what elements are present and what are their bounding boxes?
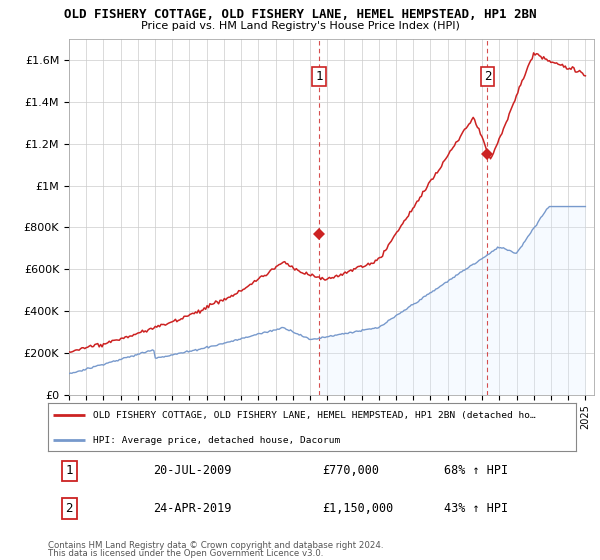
Text: OLD FISHERY COTTAGE, OLD FISHERY LANE, HEMEL HEMPSTEAD, HP1 2BN (detached ho…: OLD FISHERY COTTAGE, OLD FISHERY LANE, H… (93, 410, 536, 419)
Text: 1: 1 (316, 70, 323, 83)
Text: £770,000: £770,000 (323, 464, 380, 478)
Text: Price paid vs. HM Land Registry's House Price Index (HPI): Price paid vs. HM Land Registry's House … (140, 21, 460, 31)
Text: 68% ↑ HPI: 68% ↑ HPI (444, 464, 508, 478)
Text: 2: 2 (65, 502, 73, 515)
Text: 2: 2 (484, 70, 491, 83)
Text: OLD FISHERY COTTAGE, OLD FISHERY LANE, HEMEL HEMPSTEAD, HP1 2BN: OLD FISHERY COTTAGE, OLD FISHERY LANE, H… (64, 8, 536, 21)
Text: This data is licensed under the Open Government Licence v3.0.: This data is licensed under the Open Gov… (48, 549, 323, 558)
Text: £1,150,000: £1,150,000 (323, 502, 394, 515)
Text: 1: 1 (65, 464, 73, 478)
Text: 24-APR-2019: 24-APR-2019 (154, 502, 232, 515)
Text: 20-JUL-2009: 20-JUL-2009 (154, 464, 232, 478)
Text: 43% ↑ HPI: 43% ↑ HPI (444, 502, 508, 515)
Text: HPI: Average price, detached house, Dacorum: HPI: Average price, detached house, Daco… (93, 436, 340, 445)
Text: Contains HM Land Registry data © Crown copyright and database right 2024.: Contains HM Land Registry data © Crown c… (48, 541, 383, 550)
